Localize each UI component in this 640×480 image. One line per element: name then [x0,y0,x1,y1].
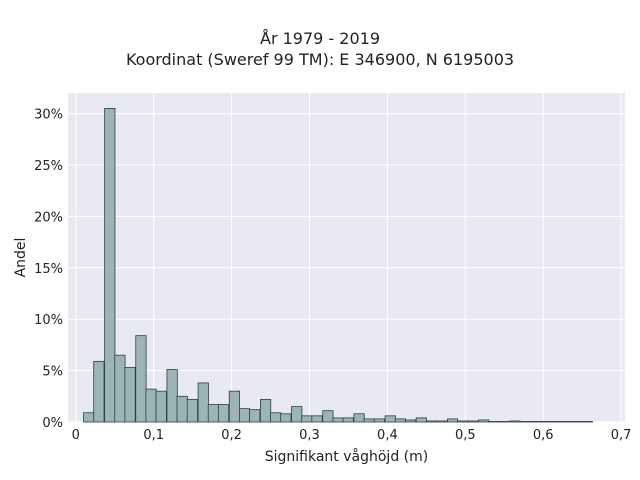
histogram-bar [280,413,292,423]
chart-subtitle: Koordinat (Sweref 99 TM): E 346900, N 61… [125,50,515,69]
histogram-bar [155,390,167,423]
histogram-bar [446,418,459,423]
histogram-bar [332,417,344,423]
plot-area [68,93,625,422]
histogram-bar [186,398,198,423]
histogram-bar [467,420,479,423]
x-tick-label: 0,4 [377,428,398,443]
histogram-bar [114,354,126,423]
histogram-bar [197,382,209,423]
histogram-bar [291,406,303,423]
histogram-bar [550,421,562,423]
histogram-bar [124,367,136,423]
histogram-bar [93,360,105,423]
histogram-bar [488,421,500,423]
y-tick-label: 25% [34,159,63,174]
histogram-bar [207,404,219,423]
histogram-bar [478,419,490,423]
histogram-bar [83,412,95,423]
y-tick-label: 10% [34,313,63,328]
chart-title: År 1979 - 2019 [260,29,380,48]
y-axis-label: Andel [13,238,29,278]
x-tick-label: 0 [72,428,80,443]
y-axis-ticks: 0% 5% 10% 15% 20% 25% 30% [34,108,63,431]
histogram-bar [353,413,365,423]
histogram-bar [540,421,552,423]
histogram-bar [104,108,116,423]
y-tick-label: 0% [42,416,63,431]
histogram-bar [529,421,541,423]
histogram-bar [404,419,417,423]
gridlines [68,93,625,423]
histogram-bar [228,390,241,423]
histogram-bar [238,408,251,423]
histogram-bar [322,410,334,423]
histogram-bar [145,388,157,423]
histogram-bar [135,335,147,423]
histogram-bar [342,417,354,423]
histogram-bar [166,369,178,423]
x-tick-label: 0,2 [221,428,242,443]
histogram-bar [394,418,406,423]
histogram-bar [425,420,438,423]
x-tick-label: 0,1 [143,428,164,443]
histogram-bar [363,418,375,423]
x-tick-label: 0,7 [611,428,632,443]
bars [83,108,593,423]
y-tick-label: 15% [34,262,63,277]
x-tick-label: 0,6 [533,428,554,443]
y-tick-label: 5% [42,365,63,380]
y-tick-label: 30% [34,108,63,123]
histogram-bar [311,415,323,423]
histogram-bar [249,409,261,423]
histogram-bar [260,398,272,423]
histogram-bar [384,415,396,423]
x-axis-ticks: 0 0,1 0,2 0,3 0,4 0,5 0,6 0,7 [72,428,632,443]
histogram-bar [176,395,188,423]
x-tick-label: 0,3 [299,428,320,443]
x-axis-label: Signifikant våghöjd (m) [265,448,428,465]
y-tick-label: 20% [34,210,63,225]
histogram-bar [217,404,230,423]
histogram-bar [373,418,385,423]
x-tick-label: 0,5 [455,428,476,443]
histogram-bar [581,421,593,423]
histogram-bar [301,415,313,423]
histogram-bar [415,417,427,423]
histogram-bar [519,421,531,423]
histogram-bar [571,421,583,423]
histogram-bar [560,421,572,423]
histogram-bar [270,412,282,423]
histogram-bar [436,420,448,423]
histogram-bar [509,420,521,423]
histogram-bar [498,421,510,423]
histogram-bar [457,420,469,423]
